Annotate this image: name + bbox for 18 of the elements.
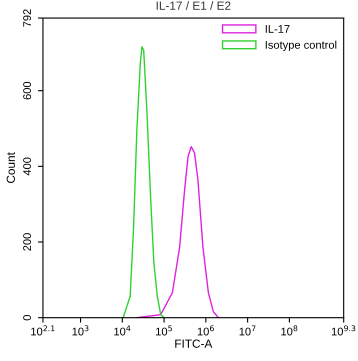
x-tick-label: 10$^{2.1}$ <box>31 325 54 336</box>
x-tick-label: 10$^{7}$ <box>240 325 256 336</box>
x-tick-label: 10$^{8}$ <box>281 325 298 336</box>
y-tick-label: 200 <box>23 233 32 251</box>
y-tick-label: 600 <box>23 82 32 100</box>
legend-label: Isotype control <box>266 40 336 51</box>
legend-label: IL-17 <box>266 25 290 33</box>
y-tick-label: 400 <box>23 158 32 176</box>
chart-title: IL-17 / E1 / E2 <box>156 1 230 10</box>
x-tick-label: 10$^{5}$ <box>156 325 172 336</box>
x-tick-label: 10$^{6}$ <box>198 325 214 336</box>
y-tick-label: 0 <box>23 315 32 320</box>
x-tick-label: 10$^{3}$ <box>72 325 88 336</box>
x-axis-title: FITC-A <box>175 339 212 348</box>
y-tick-label: 792 <box>23 9 32 27</box>
x-tick-label: 10$^{4}$ <box>114 325 130 336</box>
y-axis-title: Count <box>6 152 15 184</box>
x-tick-label: 10$^{9.3}$ <box>332 325 356 336</box>
